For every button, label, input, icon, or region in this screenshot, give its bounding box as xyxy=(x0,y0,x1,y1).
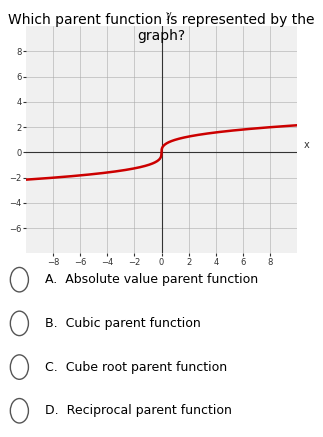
Text: x: x xyxy=(304,140,309,150)
Text: C.  Cube root parent function: C. Cube root parent function xyxy=(45,361,227,374)
Text: D.  Reciprocal parent function: D. Reciprocal parent function xyxy=(45,404,232,417)
Text: y: y xyxy=(166,10,171,20)
Text: Which parent function is represented by the graph?: Which parent function is represented by … xyxy=(8,13,315,43)
Text: A.  Absolute value parent function: A. Absolute value parent function xyxy=(45,273,258,286)
Text: B.  Cubic parent function: B. Cubic parent function xyxy=(45,317,201,330)
